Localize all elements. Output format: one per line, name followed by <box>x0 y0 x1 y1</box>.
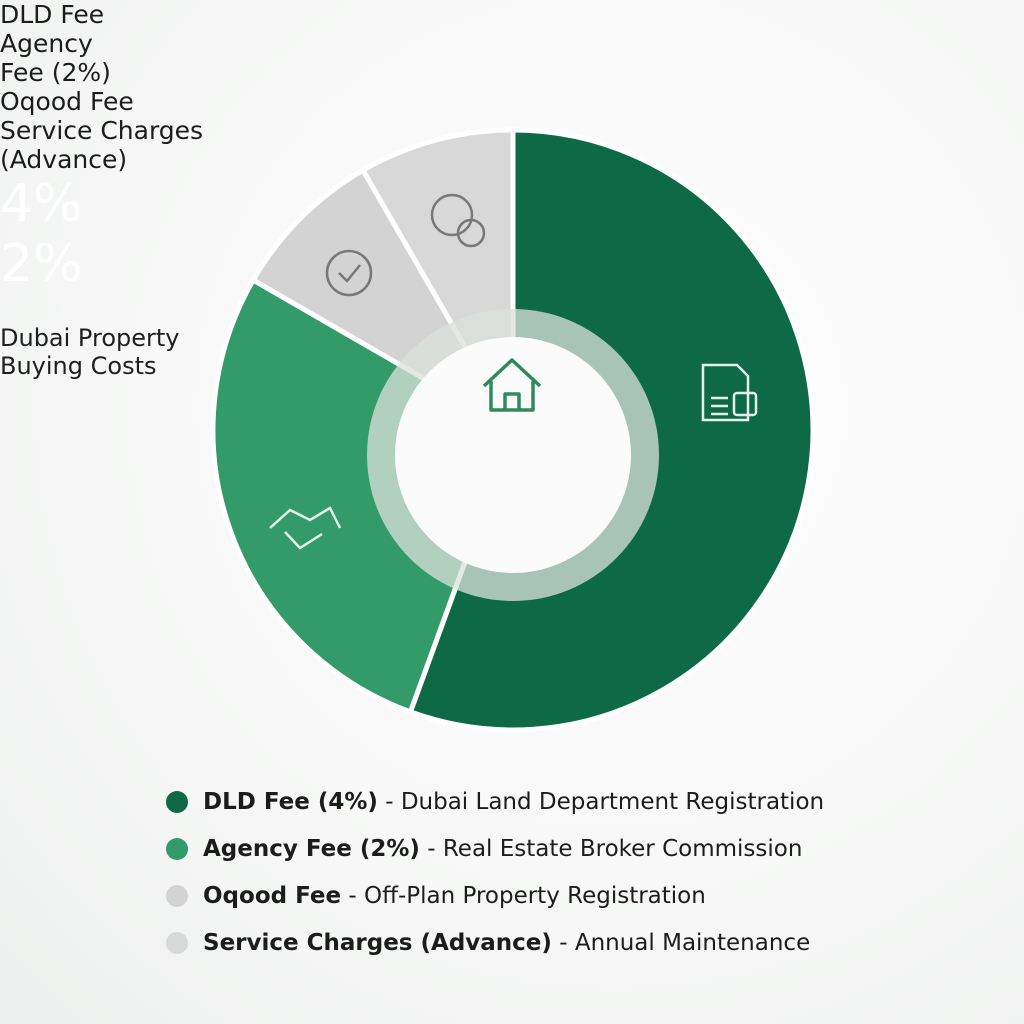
legend-entry: Service Charges (Advance) - Annual Maint… <box>203 930 810 956</box>
labels: DLD Fee Agency Fee (2%) Oqood Fee Service C… <box>0 0 1024 380</box>
category-label: Agency Fee (2%) <box>0 29 111 87</box>
legend-description: - Annual Maintenance <box>559 930 811 956</box>
legend-label: Service Charges (Advance) <box>203 930 552 956</box>
legend-label: DLD Fee (4%) <box>203 789 378 815</box>
legend-entry: Oqood Fee - Off-Plan Property Registrati… <box>203 883 706 909</box>
legend-label: Agency Fee (2%) <box>203 836 420 862</box>
center-disc <box>395 337 631 573</box>
legend-entry: Agency Fee (2%) - Real Estate Broker Com… <box>203 836 802 862</box>
value-label: 2% <box>0 234 83 294</box>
legend-description: - Dubai Land Department Registration <box>385 789 825 815</box>
category-label: Service Charges (Advance) <box>0 116 204 174</box>
coins-icon <box>430 193 486 248</box>
legend-swatch <box>166 838 188 860</box>
legend-label: Oqood Fee <box>203 883 342 909</box>
value-label: 4% <box>0 174 83 234</box>
category-label: DLD Fee <box>0 0 105 29</box>
chart-title: Dubai Property Buying Costs <box>0 324 180 380</box>
handshake-icon <box>269 506 342 550</box>
check-icon <box>325 249 373 297</box>
document-icon <box>701 363 758 422</box>
legend-swatch <box>166 791 188 813</box>
value-sublabel: (4%) <box>0 294 62 324</box>
category-label: Oqood Fee <box>0 87 134 116</box>
legend-swatch <box>166 932 188 954</box>
house-icon <box>482 358 542 412</box>
legend-swatch <box>166 885 188 907</box>
legend-description: - Real Estate Broker Commission <box>427 836 803 862</box>
legend-description: - Off-Plan Property Registration <box>348 883 706 909</box>
legend-entry: DLD Fee (4%) - Dubai Land Department Reg… <box>203 789 824 815</box>
